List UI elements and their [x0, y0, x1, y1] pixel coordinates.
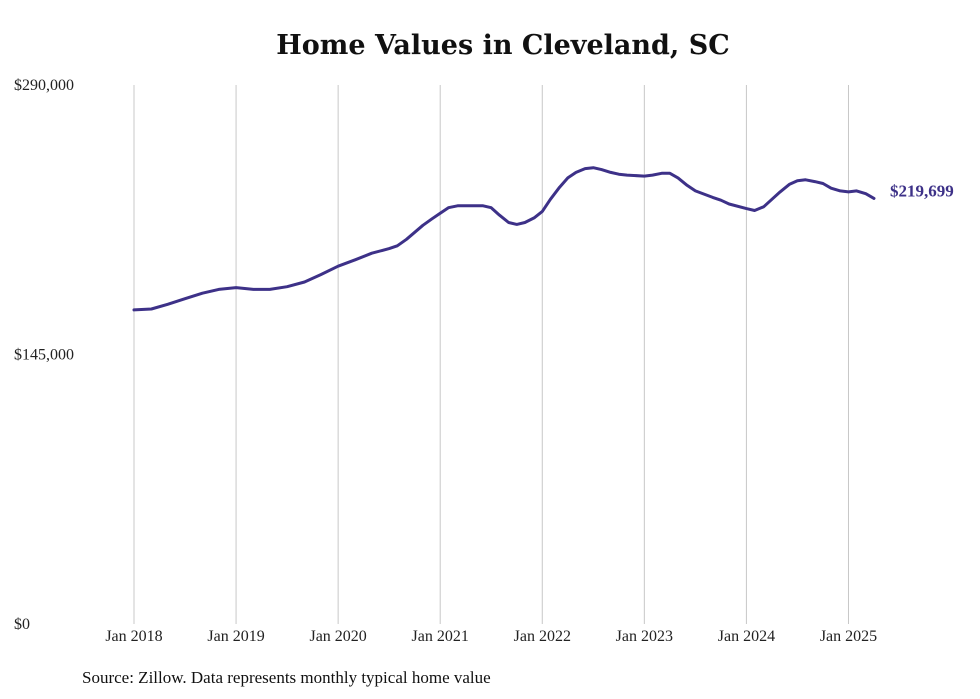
x-tick-label: Jan 2022 — [514, 628, 571, 645]
y-tick-label: $0 — [14, 616, 30, 633]
y-tick-label: $290,000 — [14, 77, 74, 94]
x-tick-label: Jan 2018 — [105, 628, 162, 645]
y-axis-tick-labels: $0 $145,000 $290,000 — [14, 77, 74, 633]
chart-title: Home Values in Cleveland, SC — [276, 30, 730, 61]
end-label-layer: $219,699 — [890, 181, 954, 200]
x-tick-label: Jan 2019 — [207, 628, 264, 645]
y-tick-label: $145,000 — [14, 347, 74, 364]
x-tick-label: Jan 2020 — [309, 628, 366, 645]
x-tick-label: Jan 2023 — [616, 628, 673, 645]
x-tick-label: Jan 2025 — [820, 628, 877, 645]
series-line-0 — [132, 166, 876, 312]
source-note: Source: Zillow. Data represents monthly … — [82, 668, 491, 687]
x-tick-label: Jan 2021 — [412, 628, 469, 645]
gridlines — [133, 85, 849, 624]
end-value-label: $219,699 — [890, 181, 954, 200]
x-tick-label: Jan 2024 — [718, 628, 775, 645]
x-axis-tick-labels: Jan 2018 Jan 2019 Jan 2020 Jan 2021 Jan 2022… — [105, 628, 877, 645]
series-layer — [132, 166, 876, 312]
